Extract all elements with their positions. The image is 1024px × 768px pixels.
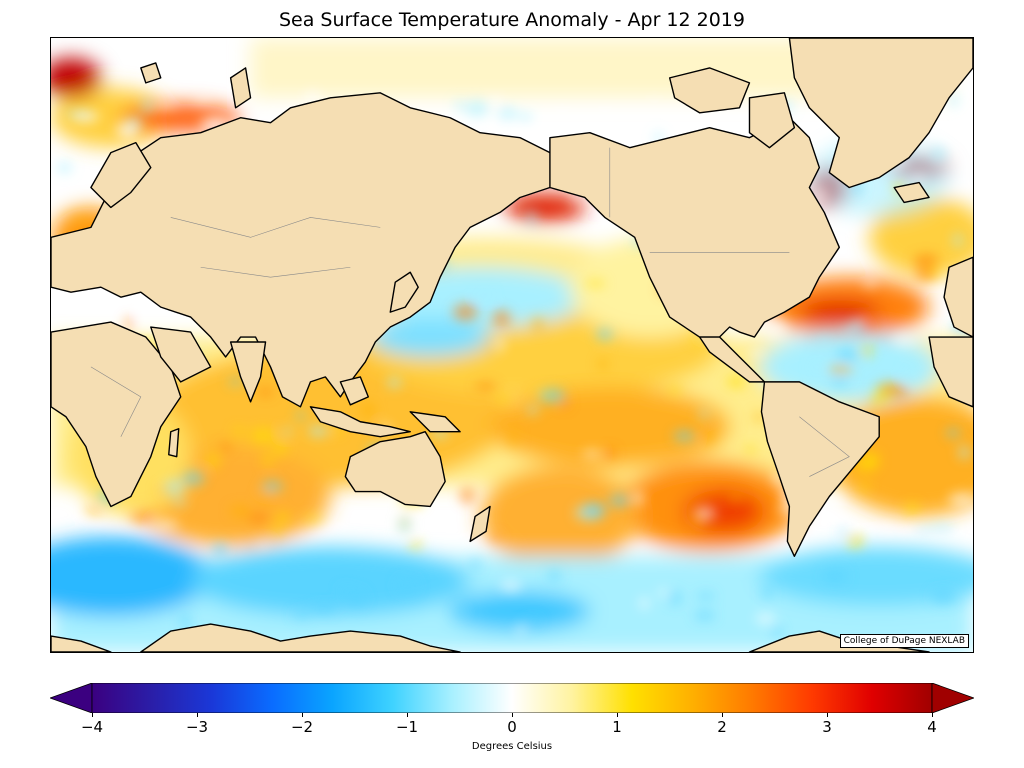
- africa-west: [928, 336, 973, 408]
- north-america: [549, 117, 840, 338]
- iceland: [893, 181, 930, 204]
- colorbar-gradient: [91, 683, 933, 713]
- indonesia: [309, 406, 411, 438]
- greenland: [788, 38, 973, 189]
- colorbar-tick-label: 4: [927, 718, 937, 736]
- baffin: [748, 92, 796, 149]
- colorbar-tick-mark: [932, 713, 933, 717]
- colorbar-tick-mark: [722, 713, 723, 717]
- madagascar: [168, 428, 180, 458]
- credit-label: College of DuPage NEXLAB: [839, 634, 969, 648]
- borneo: [339, 376, 370, 406]
- colorbar-tick-label: −4: [80, 718, 104, 736]
- sst-anomaly-map: College of DuPage NEXLAB: [50, 37, 974, 653]
- scandinavia: [90, 141, 152, 209]
- colorbar-tick-label: 1: [612, 718, 622, 736]
- map-title: Sea Surface Temperature Anomaly - Apr 12…: [278, 9, 745, 31]
- colorbar-tick-label: 0: [507, 718, 517, 736]
- japan: [389, 271, 419, 313]
- new-zealand: [469, 505, 491, 543]
- land-masses: [51, 38, 973, 652]
- colorbar-low-extend: [50, 683, 93, 713]
- colorbar-tick-mark: [302, 713, 303, 717]
- new-guinea: [409, 411, 461, 433]
- colorbar-label: Degrees Celsius: [471, 741, 553, 752]
- colorbar-tick-mark: [617, 713, 618, 717]
- colorbar-tick-mark: [197, 713, 198, 717]
- australia: [344, 431, 446, 508]
- novaya-zemlya: [229, 67, 252, 109]
- arctic-islands: [668, 67, 751, 114]
- europe-west: [943, 256, 973, 338]
- colorbar-tick-mark: [512, 713, 513, 717]
- colorbar-tick-label: 2: [717, 718, 727, 736]
- africa: [51, 321, 182, 508]
- colorbar-tick-label: −3: [185, 718, 209, 736]
- country-borders: [90, 147, 850, 477]
- india: [229, 341, 267, 403]
- south-america: [760, 381, 880, 558]
- colorbar-high-extend: [931, 683, 974, 713]
- svalbard: [140, 62, 162, 84]
- antarctica-1: [140, 623, 461, 652]
- colorbar-tick-label: −1: [395, 718, 419, 736]
- colorbar-tick-mark: [407, 713, 408, 717]
- colorbar: [50, 683, 974, 713]
- colorbar-tick-label: 3: [822, 718, 832, 736]
- map-canvas: [51, 38, 973, 652]
- colorbar-tick-mark: [827, 713, 828, 717]
- antarctica-3: [51, 635, 112, 652]
- colorbar-tick-mark: [92, 713, 93, 717]
- eurasia: [51, 92, 571, 408]
- arabian-peninsula: [150, 326, 212, 383]
- colorbar-tick-label: −2: [290, 718, 314, 736]
